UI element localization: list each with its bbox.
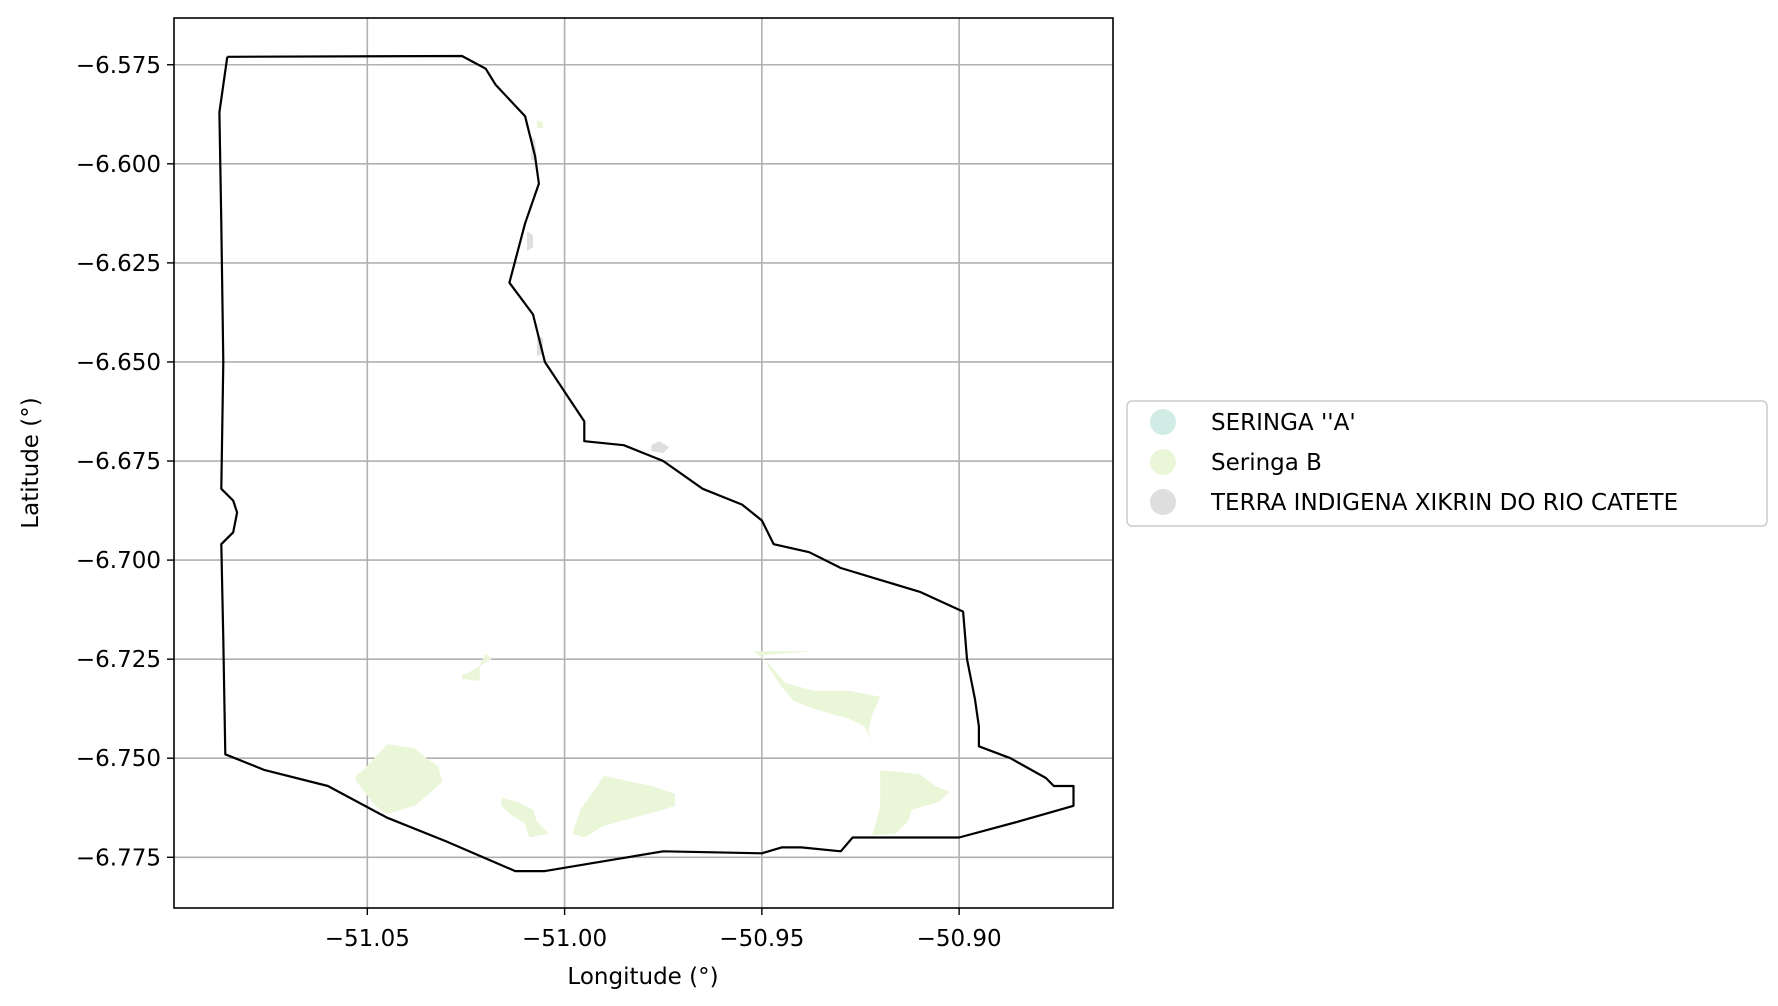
y-tick-label: −6.750 (76, 746, 161, 772)
y-tick-label: −6.725 (76, 647, 161, 673)
region-seringa-b (355, 744, 443, 814)
x-tick-label: −51.00 (522, 926, 607, 952)
y-tick-label: −6.775 (76, 845, 161, 871)
x-axis-ticks: −51.05 −51.00 −50.95 −50.90 (325, 908, 1002, 952)
boundary-outline (218, 54, 1075, 873)
x-axis-label: Longitude (°) (567, 964, 718, 990)
y-tick-label: −6.625 (76, 251, 161, 277)
map-regions (355, 120, 950, 838)
plot-frame (173, 17, 1114, 909)
legend-marker (1150, 409, 1176, 435)
x-tick-label: −50.95 (719, 926, 804, 952)
region-terra-indigena-xikrin-do-rio-catete (651, 441, 670, 454)
y-tick-label: −6.700 (76, 548, 161, 574)
region-seringa-b (572, 776, 676, 838)
y-axis-label: Latitude (°) (18, 397, 44, 528)
boundary-layer (218, 54, 1075, 873)
y-tick-label: −6.650 (76, 350, 161, 376)
region-seringa-b (501, 797, 549, 838)
region-seringa-b (872, 770, 950, 836)
grid-lines (174, 18, 1113, 908)
region-seringa-b (462, 653, 492, 681)
region-terra-indigena-xikrin-do-rio-catete (527, 231, 533, 251)
legend-marker (1150, 449, 1176, 475)
y-tick-label: −6.675 (76, 449, 161, 475)
legend-label: SERINGA ''A' (1211, 410, 1356, 436)
region-seringa-b (754, 651, 881, 751)
legend-box (1126, 400, 1768, 527)
legend: SERINGA ''A' Seringa B TERRA INDIGENA XIKR… (1126, 400, 1768, 527)
y-axis-ticks: −6.575 −6.600 −6.625 −6.650 −6.675 −6.700 −6.7… (76, 53, 174, 871)
y-tick-label: −6.600 (76, 152, 161, 178)
x-tick-label: −50.90 (917, 926, 1002, 952)
x-tick-label: −51.05 (325, 926, 410, 952)
legend-marker (1150, 489, 1176, 515)
y-tick-label: −6.575 (76, 53, 161, 79)
legend-label: Seringa B (1211, 450, 1322, 476)
legend-label: TERRA INDIGENA XIKRIN DO RIO CATETE (1210, 490, 1678, 516)
region-seringa-b (537, 120, 543, 129)
